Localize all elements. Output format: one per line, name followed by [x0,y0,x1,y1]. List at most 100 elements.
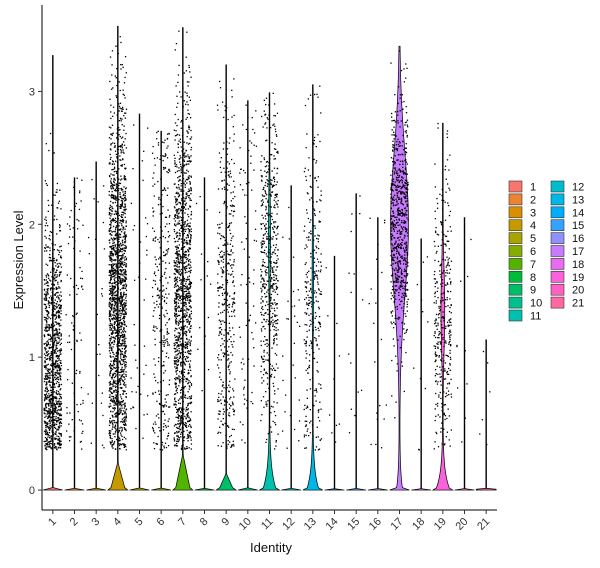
data-point [153,302,155,304]
data-point [125,289,128,291]
data-point [181,332,184,334]
data-point [124,265,127,267]
data-point [60,310,62,312]
data-point [123,200,126,202]
data-point [49,247,51,249]
data-point [125,132,127,135]
data-point [101,444,104,446]
data-point [111,133,113,135]
data-point [178,427,180,430]
data-point [51,439,54,442]
plot-area [42,25,497,491]
data-point [51,283,53,285]
data-point [123,419,126,421]
data-point [166,147,168,149]
data-point [114,337,116,339]
data-point [227,262,230,264]
data-point [116,400,118,402]
data-point [217,357,219,359]
data-point [115,396,117,398]
data-point [114,259,116,262]
data-point [111,303,114,305]
data-point [96,353,98,356]
data-point [108,405,110,408]
data-point [221,250,223,252]
data-point [229,295,231,297]
data-point [60,422,63,425]
data-point [185,315,188,317]
data-point [190,281,193,284]
data-point [179,378,182,381]
data-point [176,435,178,437]
data-point [119,302,121,305]
data-point [185,70,188,72]
data-point [122,339,124,341]
data-point [113,300,115,302]
data-point [100,402,103,404]
data-point [113,353,115,356]
data-point [226,446,228,448]
data-point [44,349,47,351]
data-point [58,304,60,307]
data-point [118,252,120,254]
data-point [59,409,62,411]
data-point [228,225,230,228]
data-point [55,417,57,420]
data-point [119,402,121,404]
data-point [179,262,181,264]
data-point [160,226,162,228]
data-point [177,339,180,341]
data-point [226,305,229,307]
data-point [122,304,125,306]
data-point [56,448,58,450]
data-point [44,326,46,329]
data-point [175,233,177,235]
data-point [115,415,117,417]
data-point [120,294,122,296]
data-point [52,419,54,421]
data-point [178,347,180,350]
data-point [109,343,111,345]
data-point [115,184,118,186]
data-point [226,350,228,352]
data-point [117,440,119,442]
data-point [60,435,63,437]
data-point [151,295,154,298]
data-point [177,210,179,212]
data-point [113,230,115,233]
data-point [118,413,121,415]
data-point [189,197,191,200]
data-point [184,288,186,290]
data-point [51,324,53,327]
data-point [189,205,191,207]
data-point [124,355,126,357]
data-point [190,401,192,403]
data-point [231,237,233,239]
data-point [168,293,170,295]
data-point [190,419,192,421]
data-point [123,427,125,429]
data-point [225,223,228,225]
data-point [47,413,49,415]
data-point [175,321,177,323]
data-point [111,190,113,193]
data-point [109,322,112,325]
data-point [116,267,118,269]
data-point [232,402,234,405]
data-point [111,298,113,301]
data-point [117,245,119,247]
data-point [190,199,192,202]
data-point [180,208,182,210]
data-point [182,321,185,323]
data-point [124,444,126,446]
data-point [180,203,182,205]
data-point [49,409,52,411]
data-point [178,232,180,234]
data-point [52,382,54,384]
data-point [233,298,235,300]
data-point [229,386,231,388]
data-point [60,368,62,370]
data-point [173,260,175,262]
data-point [46,442,48,445]
data-point [181,247,183,249]
